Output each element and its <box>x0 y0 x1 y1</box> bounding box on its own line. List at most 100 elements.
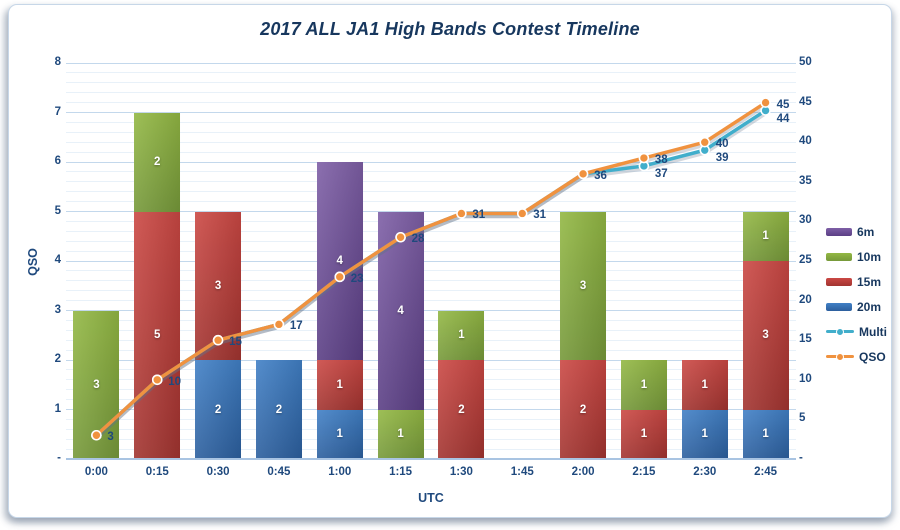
gridline-minor <box>66 131 796 133</box>
gridline-minor <box>66 230 796 232</box>
bar-segment-10m: 1 <box>742 211 789 261</box>
gridline-minor <box>66 438 796 440</box>
bar-0:45: 2 <box>255 63 302 459</box>
gridline-minor <box>66 270 796 272</box>
right-axis-tick: 25 <box>799 254 812 266</box>
left-axis-tick: 7 <box>54 105 61 118</box>
right-axis-tick: 45 <box>799 95 812 108</box>
x-axis-tick: 0:30 <box>206 466 230 478</box>
left-axis: 8 7 6 5 4 3 2 1 - <box>33 56 61 464</box>
gridline-minor <box>66 121 796 123</box>
legend-label-qso: QSO <box>859 349 886 364</box>
x-axis-tick: 2:15 <box>632 466 656 478</box>
legend-label-6m: 6m <box>857 224 875 239</box>
qso-data-label: 3 <box>107 431 114 444</box>
bar-segment-label: 4 <box>336 255 343 267</box>
bar-0:15: 52 <box>134 63 181 459</box>
left-axis-tick: 1 <box>54 402 61 415</box>
legend-item-6m: 6m <box>826 219 887 244</box>
gridline-minor <box>66 339 796 341</box>
bar-segment-label: 1 <box>458 329 465 342</box>
chart-title: 2017 ALL JA1 High Bands Contest Timeline <box>260 19 640 39</box>
gridline-minor <box>66 72 796 74</box>
left-axis-tick: 5 <box>54 204 61 217</box>
legend-swatch-20m-icon <box>826 302 852 311</box>
gridline-major <box>66 211 796 212</box>
gridline-major <box>66 112 796 113</box>
gridline-minor <box>66 369 796 371</box>
bar-segment-label: 1 <box>701 428 708 441</box>
x-axis-tick: 1:45 <box>510 466 534 478</box>
bar-segment-label: 1 <box>762 428 769 441</box>
bar-segment-label: 1 <box>397 428 404 441</box>
bar-2:00: 23 <box>560 63 607 459</box>
gridline-minor <box>66 171 796 173</box>
gridline-minor <box>66 141 796 143</box>
bar-segment-6m: 4 <box>377 211 424 410</box>
qso-data-label: 17 <box>289 320 303 333</box>
legend-swatch-qso-icon <box>826 352 854 361</box>
gridline-minor <box>66 220 796 222</box>
x-axis-tick: 0:45 <box>267 466 291 478</box>
bar-segment-label: 3 <box>762 329 769 342</box>
bar-2:15: 11 <box>620 63 667 459</box>
qso-data-label: 31 <box>472 209 486 222</box>
left-axis-tick: 6 <box>54 155 61 167</box>
right-axis-tick: 5 <box>799 412 806 425</box>
bar-segment-10m: 3 <box>560 211 607 360</box>
legend: 6m 10m 15m 20m Multi QSO <box>826 219 887 369</box>
qso-data-label: 15 <box>229 336 242 349</box>
legend-swatch-6m-icon <box>826 227 852 236</box>
gridline-minor <box>66 290 796 292</box>
legend-marker-qso-icon <box>836 352 844 361</box>
right-axis-tick: 35 <box>799 174 812 187</box>
right-axis-tick: 40 <box>799 135 812 148</box>
x-axis-title: UTC <box>418 491 444 505</box>
legend-item-qso: QSO <box>826 344 887 369</box>
right-axis-tick: - <box>799 452 803 464</box>
qso-data-label: 28 <box>411 233 425 246</box>
legend-marker-multi-icon <box>836 327 844 336</box>
right-axis-tick: 20 <box>799 293 812 306</box>
legend-item-20m: 20m <box>826 294 887 319</box>
gridline-minor <box>66 399 796 401</box>
gridline-minor <box>66 329 796 331</box>
multi-data-label: 44 <box>776 112 790 125</box>
bar-segment-label: 3 <box>579 279 587 292</box>
bar-segment-6m: 4 <box>316 162 363 360</box>
multi-data-label: 39 <box>715 152 729 165</box>
bar-segment-label: 3 <box>93 378 100 391</box>
qso-marker <box>760 97 771 108</box>
gridline-minor <box>66 319 796 321</box>
legend-label-10m: 10m <box>857 249 882 264</box>
gridline-minor <box>66 418 796 420</box>
gridline-minor <box>66 201 796 203</box>
right-axis-tick: 15 <box>799 333 812 346</box>
qso-data-label: 40 <box>715 138 729 151</box>
gridline-major <box>66 409 796 410</box>
gridline-major <box>66 260 796 262</box>
gridline-minor <box>66 280 796 282</box>
gridline-major <box>66 359 796 361</box>
bar-segment-15m: 2 <box>560 360 607 459</box>
x-axis-line <box>66 458 796 460</box>
left-axis-tick: 3 <box>54 303 61 316</box>
bar-segment-label: 1 <box>701 378 708 391</box>
bar-1:15: 14 <box>377 63 424 459</box>
qso-marker <box>456 208 467 219</box>
gridline-minor <box>66 240 796 242</box>
qso-marker <box>151 374 163 386</box>
bar-segment-15m: 5 <box>134 211 181 459</box>
bar-segment-label: 2 <box>275 403 283 416</box>
bar-1:00: 1 1 4 <box>316 63 363 459</box>
x-axis-tick: 0:15 <box>145 466 169 478</box>
left-axis-tick: 8 <box>54 56 61 68</box>
right-axis-tick: 10 <box>799 372 812 385</box>
gridline-minor <box>66 349 796 351</box>
right-axis-tick: 30 <box>799 214 812 227</box>
x-axis-tick: 1:15 <box>389 466 413 478</box>
gridline-major <box>66 310 796 311</box>
chart-card: 2017 ALL JA1 High Bands Contest Timeline… <box>8 4 892 518</box>
qso-marker <box>638 152 650 164</box>
bar-segment-label: 1 <box>762 230 769 243</box>
